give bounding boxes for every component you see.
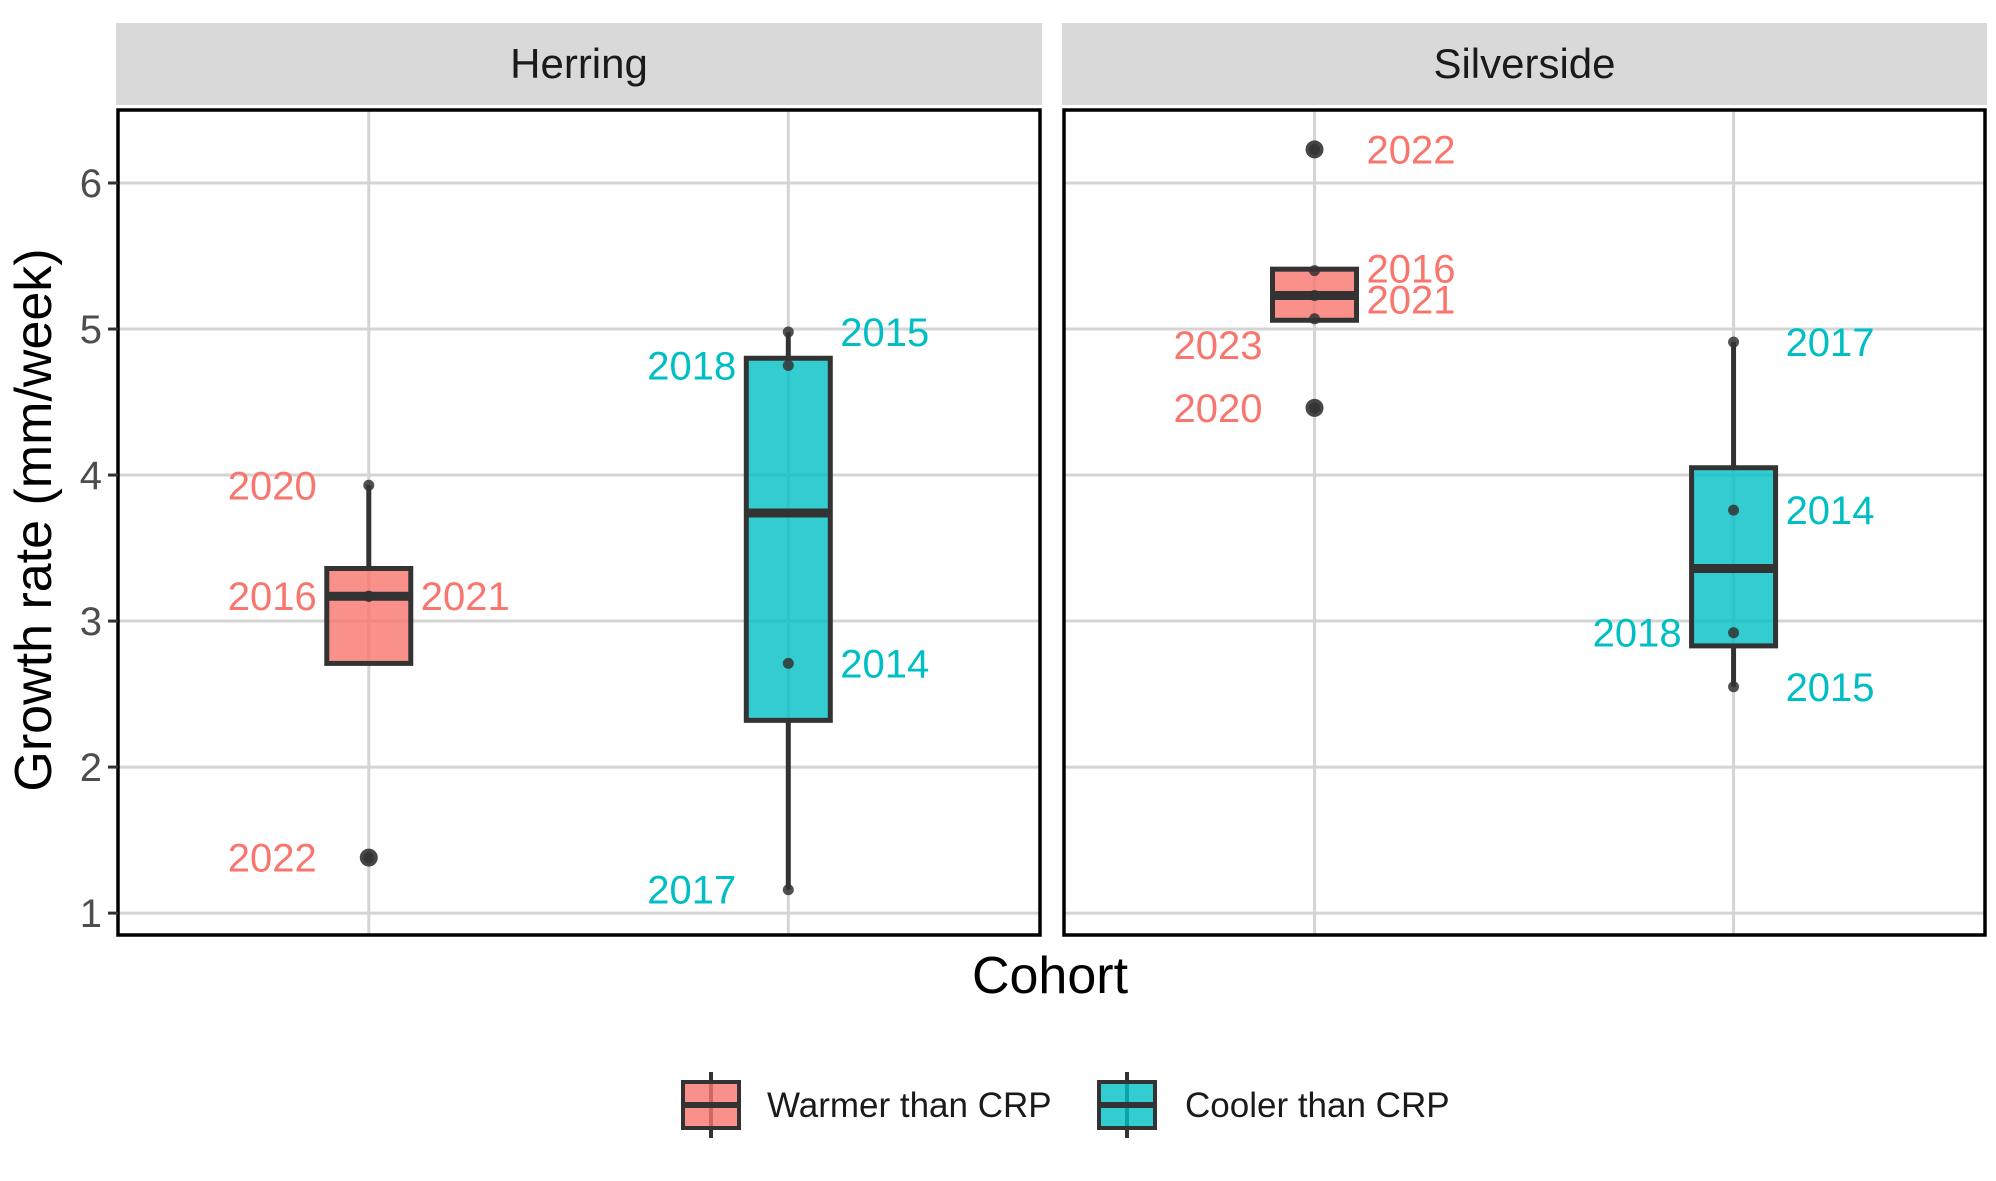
point-label-2018: 2018	[1593, 612, 1682, 656]
legend-key-warmer-than-crp	[681, 1072, 741, 1138]
data-point-2017	[1728, 336, 1740, 348]
point-label-2022: 2022	[228, 837, 317, 881]
point-label-2015: 2015	[840, 311, 929, 355]
data-point-2016	[1309, 265, 1321, 277]
legend-label: Warmer than CRP	[767, 1086, 1052, 1125]
gridlines-silverside	[1064, 110, 1985, 935]
point-label-2020: 2020	[228, 464, 317, 508]
panel-background-silverside	[1064, 110, 1985, 935]
panel-background-herring	[118, 110, 1040, 935]
legend-key-cooler-than-crp	[1097, 1072, 1157, 1138]
data-point-2021	[363, 590, 375, 602]
point-label-2015: 2015	[1786, 666, 1875, 710]
point-label-2021: 2021	[1367, 278, 1456, 322]
facet-strip-silverside	[1062, 23, 1987, 105]
point-label-2014: 2014	[840, 642, 929, 686]
y-tick-label: 5	[80, 308, 102, 352]
point-label-2014: 2014	[1786, 489, 1875, 533]
data-point-2018	[1728, 627, 1740, 639]
facet-strip-herring	[116, 23, 1042, 105]
point-label-2016: 2016	[228, 575, 317, 619]
point-label-2017: 2017	[647, 869, 736, 913]
box-silverside-cooler-than-crp: 2017 2014 2018 2015	[1593, 321, 1875, 710]
panel-border-herring	[116, 108, 1042, 937]
data-point-2023	[1309, 313, 1321, 325]
point-label-2022: 2022	[1367, 128, 1456, 172]
x-axis-title: Cohort	[972, 947, 1129, 1005]
data-point-2022	[1309, 143, 1321, 155]
facet-silverside: Silverside202220162021202320202017201420…	[1062, 23, 1987, 937]
data-point-2014	[782, 657, 794, 669]
y-tick-label: 2	[80, 746, 102, 790]
panel-border-silverside	[1062, 108, 1987, 937]
data-point-2022	[363, 852, 375, 864]
point-label-2018: 2018	[647, 345, 736, 389]
y-tick-label: 4	[80, 454, 102, 498]
y-axis-title: Growth rate (mm/week)	[5, 248, 63, 791]
point-label-2023: 2023	[1174, 324, 1263, 368]
data-point-2018	[782, 360, 794, 372]
legend-item-warmer-than-crp: Warmer than CRP	[681, 1072, 1052, 1138]
data-point-2017	[782, 884, 794, 896]
data-point-2020	[363, 479, 375, 491]
iqr-box	[743, 355, 833, 723]
point-label-2021: 2021	[421, 575, 510, 619]
y-tick-label: 6	[80, 162, 102, 206]
data-point-2021	[1309, 289, 1321, 301]
facet-herring: Herring 2020 2016 2021 2022 2015 2018 2014 2017	[116, 23, 1042, 937]
y-axis: 1 2 3 4 5 6	[80, 162, 118, 936]
legend-item-cooler-than-crp: Cooler than CRP	[1097, 1072, 1450, 1138]
y-tick-label: 3	[80, 600, 102, 644]
box-herring-cooler-than-crp: 2015 2018 2014 2017	[647, 311, 929, 913]
box-herring-warmer-than-crp: 2020 2016 2021 2022	[228, 464, 510, 880]
iqr-box	[324, 565, 414, 666]
data-point-2014	[1728, 504, 1740, 516]
data-point-2020	[1309, 402, 1321, 414]
y-tick-label: 1	[80, 892, 102, 936]
legend: Warmer than CRP Cooler than CRP	[681, 1072, 1450, 1138]
legend-label: Cooler than CRP	[1185, 1086, 1450, 1125]
iqr-box	[1689, 465, 1779, 649]
point-label-2020: 2020	[1174, 387, 1263, 431]
gridlines-herring	[118, 110, 1040, 935]
facet-title-herring: Herring	[510, 40, 648, 87]
data-point-2015	[782, 326, 794, 338]
point-label-2017: 2017	[1786, 321, 1875, 365]
point-label-2016: 2016	[1367, 248, 1456, 292]
facet-title-silverside: Silverside	[1433, 40, 1615, 87]
data-point-2015	[1728, 681, 1740, 693]
